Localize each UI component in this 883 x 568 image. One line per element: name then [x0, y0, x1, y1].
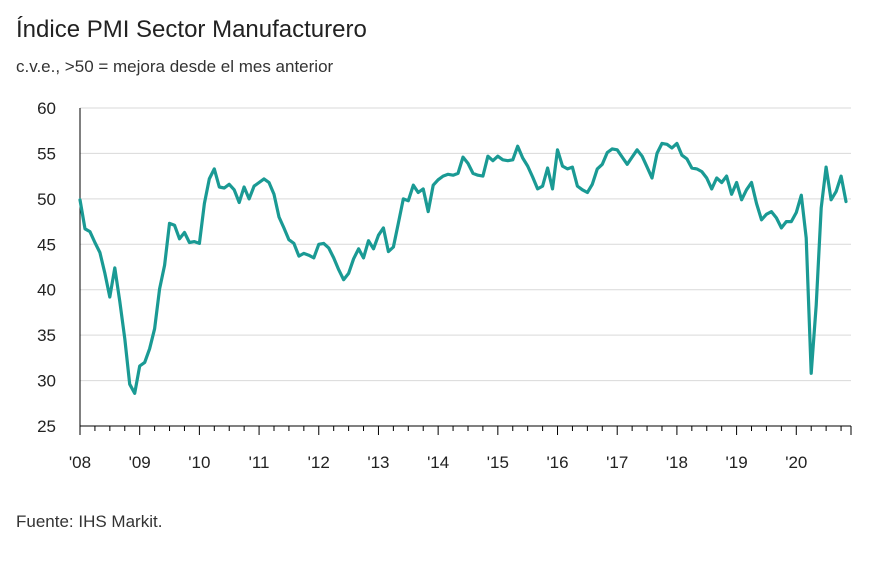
y-tick-label: 50: [37, 190, 56, 209]
x-tick-label: '10: [188, 453, 210, 472]
y-tick-label: 60: [37, 99, 56, 118]
x-tick-label: '20: [785, 453, 807, 472]
x-tick-label: '14: [427, 453, 449, 472]
y-tick-label: 35: [37, 326, 56, 345]
x-tick-label: '19: [726, 453, 748, 472]
x-tick-label: '15: [487, 453, 509, 472]
pmi-series-line: [78, 141, 848, 395]
source-note: Fuente: IHS Markit.: [16, 512, 163, 531]
y-tick-label: 30: [37, 372, 56, 391]
chart-subtitle: c.v.e., >50 = mejora desde el mes anteri…: [16, 57, 334, 76]
x-tick-label: '11: [249, 453, 270, 472]
x-tick-label: '13: [367, 453, 389, 472]
chart-title: Índice PMI Sector Manufacturero: [16, 16, 367, 43]
y-tick-label: 25: [37, 417, 56, 436]
y-tick-label: 45: [37, 235, 56, 254]
y-tick-label: 55: [37, 144, 56, 163]
x-tick-label: '18: [666, 453, 688, 472]
x-tick-label: '09: [129, 453, 151, 472]
x-tick-label: '16: [546, 453, 568, 472]
x-tick-label: '12: [308, 453, 330, 472]
x-tick-label: '17: [606, 453, 628, 472]
y-tick-label: 40: [37, 281, 56, 300]
x-tick-label: '08: [69, 453, 91, 472]
